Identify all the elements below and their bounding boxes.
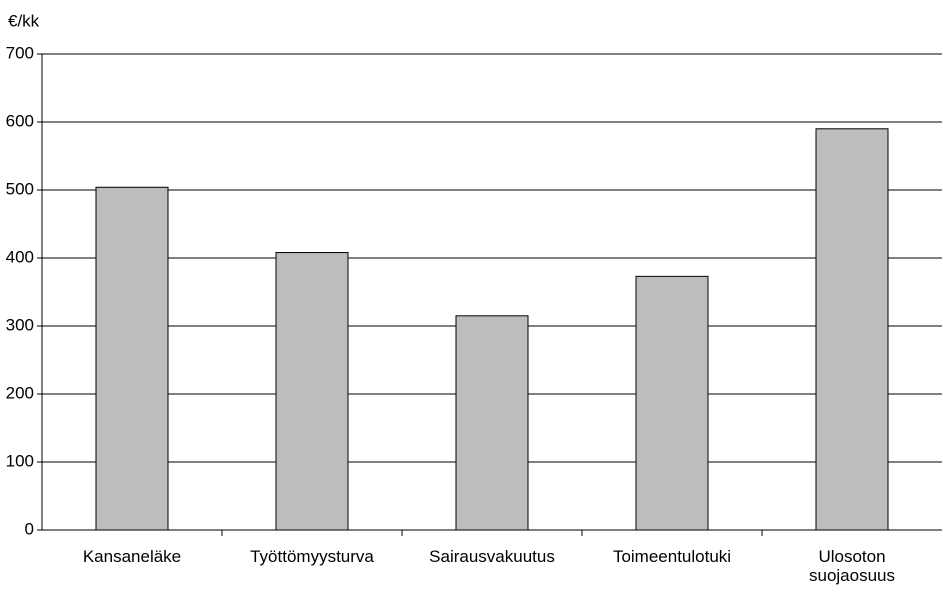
- y-tick-label: 700: [6, 43, 34, 62]
- y-tick-label: 100: [6, 451, 34, 470]
- bar: [635, 275, 709, 531]
- bar: [815, 128, 889, 531]
- y-tick-label: 300: [6, 315, 34, 334]
- x-tick-label: Sairausvakuutus: [429, 547, 555, 566]
- y-axis-label: €/kk: [8, 11, 40, 30]
- x-tick-label: Ulosoton suojaosuus: [808, 547, 895, 585]
- bar: [275, 252, 349, 531]
- y-tick-label: 0: [25, 519, 34, 538]
- y-tick-label: 500: [6, 179, 34, 198]
- y-tick-label: 400: [6, 247, 34, 266]
- x-tick-label: Kansaneläke: [82, 547, 182, 566]
- y-tick-label: 200: [6, 383, 34, 402]
- y-tick-label: 600: [6, 111, 34, 130]
- bar: [455, 315, 529, 531]
- x-tick-label: Työttömyysturva: [250, 547, 374, 566]
- x-tick-label: Toimeentulotuki: [612, 547, 732, 566]
- bar: [95, 186, 169, 531]
